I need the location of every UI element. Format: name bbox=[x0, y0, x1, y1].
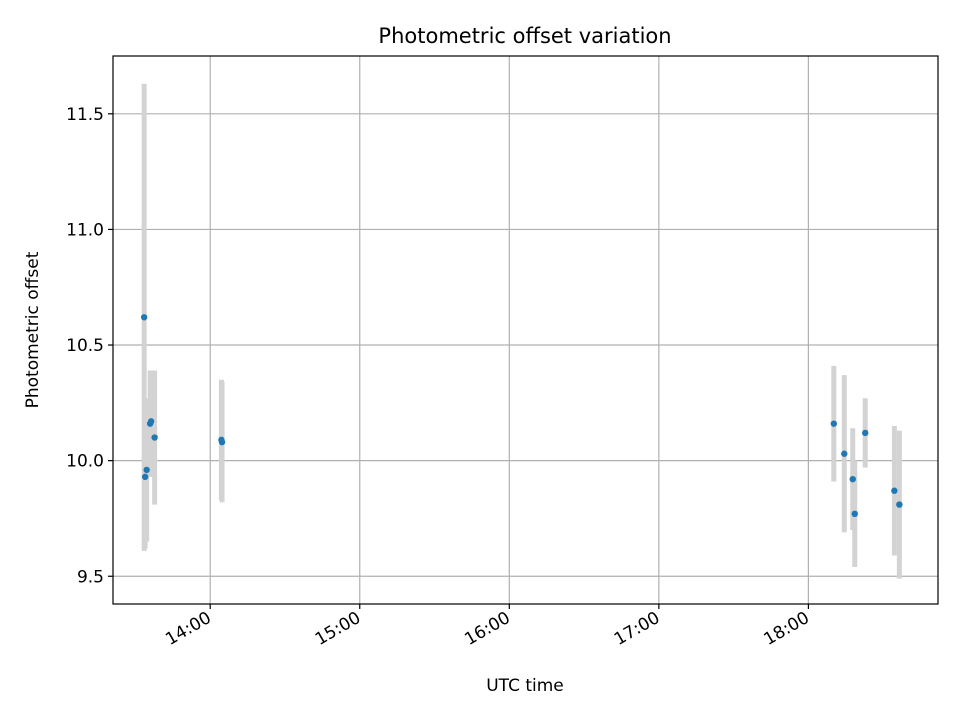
y-tick-label: 9.5 bbox=[77, 567, 104, 587]
chart-title: Photometric offset variation bbox=[378, 24, 671, 48]
data-points bbox=[140, 314, 903, 518]
data-point bbox=[151, 434, 158, 441]
plot-frame bbox=[112, 55, 939, 605]
data-point bbox=[896, 501, 903, 508]
y-tick-label: 10.5 bbox=[66, 336, 104, 356]
y-tick-label: 11.0 bbox=[66, 220, 104, 240]
data-point bbox=[841, 450, 848, 457]
x-axis-label: UTC time bbox=[486, 676, 564, 696]
y-tick-label: 10.0 bbox=[66, 452, 104, 472]
data-point bbox=[147, 418, 155, 425]
grid bbox=[113, 56, 938, 604]
data-point bbox=[849, 475, 856, 483]
data-point bbox=[891, 487, 898, 494]
y-axis-label: Photometric offset bbox=[23, 251, 43, 408]
data-point bbox=[141, 473, 149, 481]
data-point bbox=[140, 314, 148, 321]
data-point bbox=[851, 510, 858, 518]
data-point bbox=[143, 466, 150, 474]
data-point bbox=[218, 438, 226, 446]
y-tick-label: 11.5 bbox=[66, 105, 104, 125]
data-point bbox=[862, 429, 869, 437]
data-point bbox=[830, 420, 838, 427]
